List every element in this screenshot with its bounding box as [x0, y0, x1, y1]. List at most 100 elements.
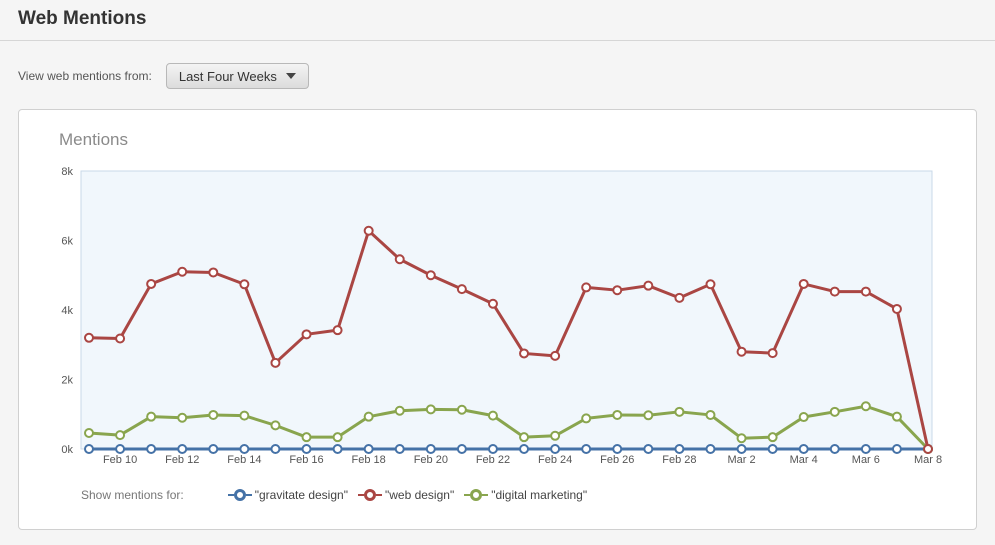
x-tick-label: Feb 12: [165, 454, 199, 466]
legend-marker-icon: [363, 489, 376, 501]
data-point: [146, 278, 157, 289]
data-point: [301, 329, 312, 340]
data-point: [456, 444, 467, 454]
x-tick-label: Feb 22: [476, 454, 510, 466]
date-range-dropdown[interactable]: Last Four Weeks: [165, 63, 309, 89]
legend-line: [357, 494, 364, 496]
legend-line: [464, 494, 471, 496]
data-point: [84, 332, 94, 343]
data-point: [612, 444, 623, 454]
data-point: [612, 409, 623, 420]
data-point: [829, 406, 840, 417]
data-point: [612, 285, 623, 296]
x-tick-label: Mar 8: [914, 454, 942, 466]
data-point: [239, 279, 250, 290]
data-point: [891, 444, 902, 454]
data-point: [705, 279, 716, 290]
data-point: [332, 325, 343, 336]
legend-line: [245, 494, 252, 496]
data-point: [301, 432, 312, 443]
data-point: [487, 298, 498, 309]
data-point: [581, 282, 592, 293]
data-point: [550, 350, 561, 361]
y-tick-label: 6k: [61, 236, 73, 248]
data-point: [643, 280, 654, 291]
data-point: [84, 444, 94, 454]
data-point: [270, 357, 281, 368]
legend-label: "web design": [384, 488, 455, 502]
data-point: [550, 430, 561, 441]
data-point: [332, 432, 343, 443]
data-point: [487, 444, 498, 454]
data-point: [736, 433, 747, 444]
data-point: [146, 444, 157, 454]
data-point: [115, 333, 126, 344]
data-point: [705, 409, 716, 420]
filter-row: View web mentions from: Last Four Weeks: [18, 63, 309, 89]
data-point: [146, 411, 157, 422]
data-point: [860, 401, 871, 412]
legend-marker-icon: [470, 489, 483, 501]
data-point: [674, 406, 685, 417]
data-point: [177, 412, 188, 423]
x-tick-label: Mar 4: [790, 454, 818, 466]
chevron-down-icon: [285, 73, 296, 79]
data-point: [425, 270, 436, 281]
data-point: [891, 411, 902, 422]
data-point: [394, 254, 405, 265]
data-point: [332, 444, 343, 454]
data-point: [208, 444, 219, 454]
data-point: [363, 444, 374, 454]
legend-item[interactable]: "digital marketing": [464, 488, 587, 502]
data-point: [425, 444, 436, 454]
page-title: Web Mentions: [18, 8, 147, 29]
page-header: Web Mentions: [0, 0, 995, 41]
data-point: [860, 444, 871, 454]
data-point: [84, 428, 94, 439]
data-point: [177, 266, 188, 277]
data-point: [860, 286, 871, 297]
data-point: [829, 286, 840, 297]
data-point: [798, 412, 809, 423]
x-tick-label: Feb 10: [103, 454, 137, 466]
data-point: [487, 410, 498, 421]
date-range-value: Last Four Weeks: [178, 68, 277, 84]
data-point: [767, 348, 778, 359]
x-tick-label: Feb 28: [662, 454, 696, 466]
data-point: [270, 444, 281, 454]
y-tick-label: 2k: [61, 375, 73, 387]
data-point: [674, 292, 685, 303]
data-point: [363, 411, 374, 422]
x-tick-label: Feb 26: [600, 454, 634, 466]
x-tick-label: Feb 14: [227, 454, 261, 466]
data-point: [239, 410, 250, 421]
data-point: [208, 409, 219, 420]
legend-marker-icon: [233, 489, 246, 501]
x-tick-label: Feb 18: [352, 454, 386, 466]
x-tick-label: Feb 16: [289, 454, 323, 466]
legend-title: Show mentions for:: [81, 488, 184, 502]
data-point: [519, 432, 530, 443]
legend-item[interactable]: "gravitate design": [227, 488, 348, 502]
chart-panel: Mentions 0k 2k 4k 6k 8k Feb 10 Feb 12 Feb 14 Feb…: [18, 109, 977, 530]
data-point: [736, 444, 747, 454]
filter-label: View web mentions from:: [18, 69, 152, 83]
data-point: [115, 430, 126, 441]
y-tick-label: 8k: [61, 166, 73, 178]
data-point: [705, 444, 716, 454]
data-point: [363, 225, 374, 236]
data-point: [550, 444, 561, 454]
data-point: [519, 348, 530, 359]
series-line: [88, 404, 930, 451]
data-point: [767, 444, 778, 454]
data-point: [177, 444, 188, 454]
y-tick-label: 4k: [61, 305, 73, 317]
legend-line: [482, 494, 489, 496]
legend-item[interactable]: "web design": [357, 488, 455, 502]
data-point: [456, 404, 467, 415]
chart-legend: Show mentions for: "gravitate design" "we…: [81, 488, 597, 502]
series-line: [88, 229, 930, 450]
legend-label: "digital marketing": [491, 488, 588, 502]
x-tick-label: Feb 24: [538, 454, 572, 466]
data-point: [891, 303, 902, 314]
